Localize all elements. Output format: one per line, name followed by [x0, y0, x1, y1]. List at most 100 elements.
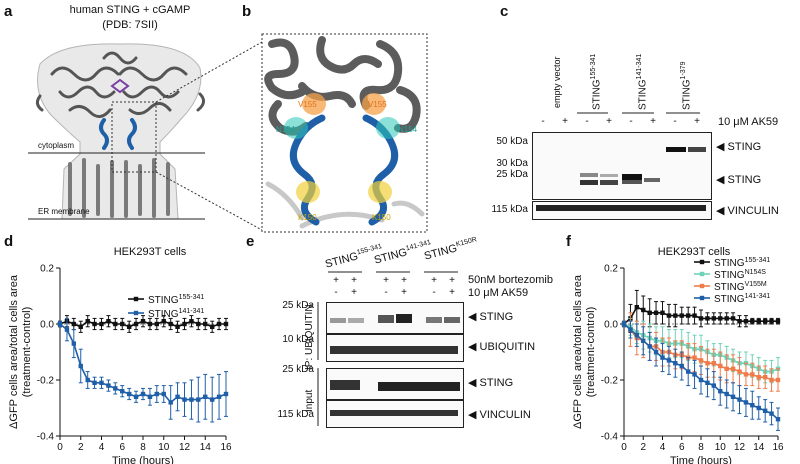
- y-axis-label-line2: (treatment-control): [21, 307, 33, 397]
- series-0: [57, 315, 229, 333]
- data-point: [724, 366, 729, 371]
- y-tick-label: -0.4: [37, 432, 55, 443]
- data-point: [743, 319, 749, 324]
- y-tick-label: 0.2: [40, 264, 54, 275]
- data-point: [106, 319, 111, 324]
- data-point: [196, 321, 201, 327]
- band-c-vinculin: ◀ VINCULIN: [716, 205, 779, 217]
- panel-label-f: f: [566, 233, 571, 250]
- band-c-sting-upper: ◀ STING: [716, 141, 762, 153]
- data-point: [673, 361, 678, 366]
- sign-c-7: -: [673, 116, 677, 127]
- band-e-sting-ip: ◀ STING: [468, 311, 514, 323]
- x-axis-label: Time (hours): [112, 455, 174, 464]
- data-point: [685, 369, 691, 374]
- legend-label: STING155-341: [148, 294, 204, 306]
- data-point: [113, 321, 118, 327]
- data-point: [698, 377, 704, 383]
- series-3: [621, 320, 781, 431]
- x-tick-label: 0: [57, 442, 63, 453]
- sign-e-r2-2: +: [351, 287, 357, 298]
- data-point: [641, 338, 646, 343]
- data-point: [756, 405, 761, 411]
- data-point: [769, 377, 774, 383]
- data-point: [78, 363, 83, 369]
- x-tick-label: 16: [772, 442, 784, 453]
- data-point: [57, 321, 63, 327]
- legend-marker: [133, 310, 139, 316]
- er-membrane-label: ER membrane: [38, 207, 90, 216]
- data-point: [223, 321, 229, 327]
- data-point: [147, 394, 153, 399]
- y-axis-label: ΔGFP cells area/total cells area (treatme…: [8, 274, 33, 429]
- data-point: [769, 411, 774, 416]
- data-point: [140, 319, 146, 324]
- legend-marker: [699, 259, 705, 265]
- x-tick-label: 16: [220, 442, 232, 453]
- treatment-label-c: 10 μM AK59: [718, 116, 779, 128]
- sign-e-r2-3: -: [384, 287, 388, 298]
- data-point: [692, 372, 697, 377]
- data-point: [647, 344, 652, 349]
- data-point: [120, 389, 125, 394]
- data-point: [634, 333, 640, 338]
- x-tick-label: 10: [715, 442, 727, 453]
- data-point: [775, 319, 781, 324]
- data-point: [154, 321, 159, 327]
- data-point: [99, 380, 104, 385]
- data-point: [762, 319, 768, 324]
- chart-f-title: HEK293T cells: [657, 246, 731, 258]
- panel-label-d: d: [4, 233, 14, 250]
- data-point: [711, 316, 717, 321]
- data-point: [730, 394, 736, 399]
- data-point: [711, 383, 717, 388]
- data-point: [705, 361, 710, 366]
- data-point: [154, 391, 159, 397]
- data-point: [769, 319, 774, 324]
- data-point: [147, 321, 153, 327]
- data-point: [210, 324, 215, 329]
- data-point: [679, 363, 684, 369]
- data-point: [216, 394, 222, 399]
- y-axis-label: ΔGFP cells area/total cells area (treatme…: [572, 274, 597, 429]
- sign-c-2: +: [562, 116, 568, 127]
- data-point: [718, 316, 723, 321]
- residue-k150-right: K150: [372, 213, 391, 222]
- x-axis-label: Time (hours): [670, 455, 732, 464]
- legend-marker: [699, 295, 705, 301]
- x-tick-label: 0: [621, 442, 627, 453]
- mw-c-30: 30 kDa: [496, 158, 528, 169]
- sign-c-6: +: [650, 116, 656, 127]
- data-point: [762, 408, 768, 413]
- panel-label-a: a: [4, 3, 13, 20]
- data-point: [140, 391, 146, 397]
- mw-e-10: 10 kDa: [282, 334, 314, 345]
- data-point: [743, 400, 749, 405]
- band-e-vinculin: ◀ VINCULIN: [468, 409, 531, 421]
- legend-marker: [699, 283, 705, 289]
- data-point: [730, 316, 736, 321]
- zoomed-helix-image: [261, 33, 428, 233]
- data-point: [634, 305, 640, 310]
- mw-c-25: 25 kDa: [496, 169, 528, 180]
- data-point: [621, 321, 627, 327]
- data-point: [718, 363, 723, 369]
- data-point: [71, 321, 76, 327]
- data-point: [685, 313, 691, 318]
- data-point: [743, 372, 749, 377]
- data-point: [718, 389, 723, 394]
- structure-title: human STING + cGAMP: [69, 4, 191, 16]
- x-tick-label: 14: [200, 442, 212, 453]
- sign-e-r1-6: +: [449, 275, 455, 286]
- data-point: [92, 380, 97, 385]
- data-point: [653, 349, 659, 355]
- data-point: [64, 327, 70, 332]
- data-point: [660, 355, 665, 360]
- cytoplasm-label: cytoplasm: [38, 141, 75, 150]
- band-c-sting-lower: ◀ STING: [716, 174, 762, 186]
- data-point: [679, 313, 684, 318]
- data-point: [175, 324, 180, 329]
- x-tick-label: 4: [99, 442, 105, 453]
- data-point: [750, 403, 755, 408]
